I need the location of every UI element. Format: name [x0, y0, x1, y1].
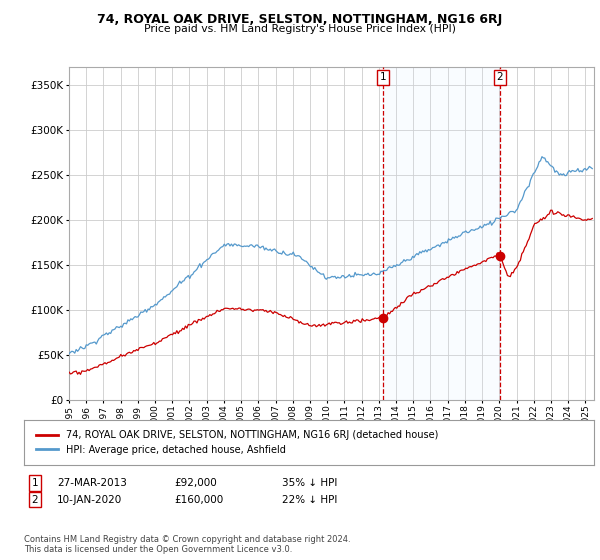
Text: 22% ↓ HPI: 22% ↓ HPI [282, 494, 337, 505]
Text: £160,000: £160,000 [174, 494, 223, 505]
Text: Contains HM Land Registry data © Crown copyright and database right 2024.
This d: Contains HM Land Registry data © Crown c… [24, 535, 350, 554]
Text: 2: 2 [497, 72, 503, 82]
Legend: 74, ROYAL OAK DRIVE, SELSTON, NOTTINGHAM, NG16 6RJ (detached house), HPI: Averag: 74, ROYAL OAK DRIVE, SELSTON, NOTTINGHAM… [34, 427, 441, 458]
Text: Price paid vs. HM Land Registry's House Price Index (HPI): Price paid vs. HM Land Registry's House … [144, 24, 456, 34]
Bar [383, 67, 500, 400]
Text: 1: 1 [31, 478, 38, 488]
Text: 1: 1 [379, 72, 386, 82]
Text: 74, ROYAL OAK DRIVE, SELSTON, NOTTINGHAM, NG16 6RJ: 74, ROYAL OAK DRIVE, SELSTON, NOTTINGHAM… [97, 13, 503, 26]
Text: £92,000: £92,000 [174, 478, 217, 488]
Text: 27-MAR-2013: 27-MAR-2013 [57, 478, 127, 488]
Text: 10-JAN-2020: 10-JAN-2020 [57, 494, 122, 505]
Text: 35% ↓ HPI: 35% ↓ HPI [282, 478, 337, 488]
Text: 2: 2 [31, 494, 38, 505]
